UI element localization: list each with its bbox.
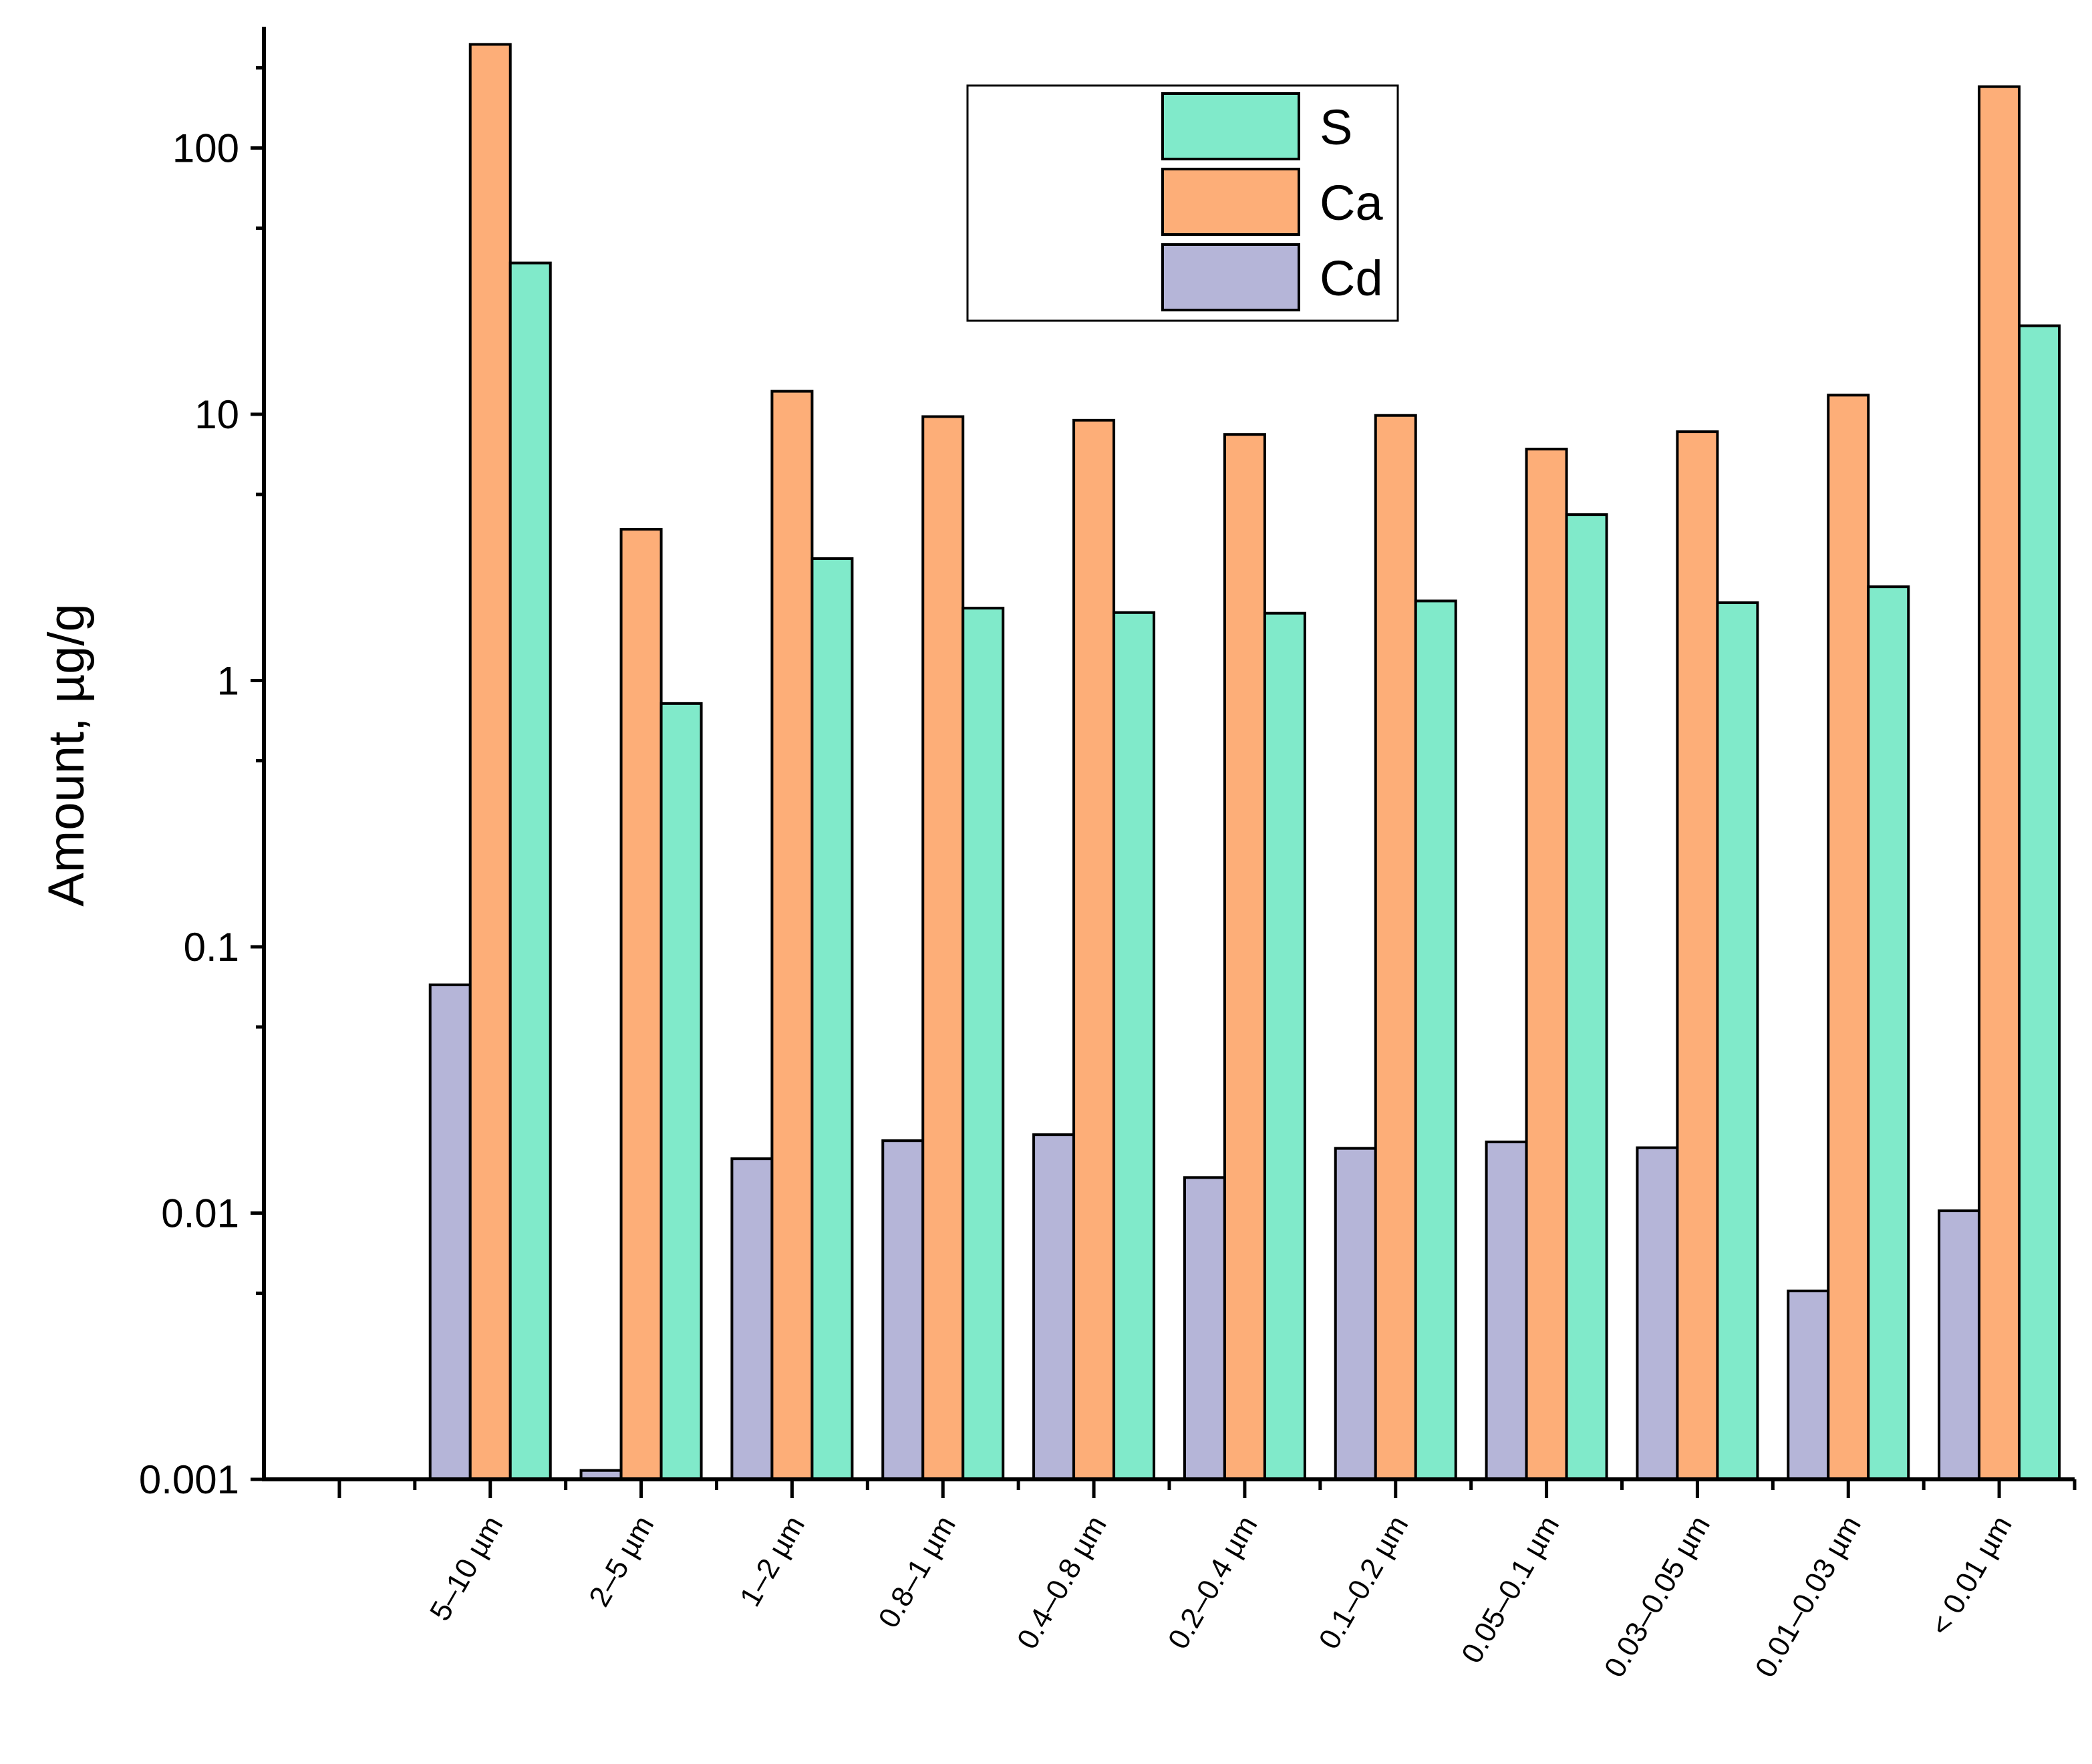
bar-cd — [1485, 1141, 1528, 1481]
bar-s — [1716, 601, 1759, 1481]
x-tick-label: 0.4–0.8 µm — [1011, 1510, 1113, 1654]
bar-s — [659, 702, 703, 1481]
x-tick-label: 0.2–0.4 µm — [1162, 1510, 1264, 1654]
legend-swatch-s — [1161, 92, 1300, 160]
bar-ca — [619, 528, 663, 1481]
bar-ca — [921, 415, 965, 1481]
bar-cd — [1183, 1176, 1226, 1481]
x-tick-label: 0.1–0.2 µm — [1313, 1510, 1415, 1654]
bar-ca — [770, 390, 814, 1481]
x-tick-label: 1–2 µm — [734, 1510, 811, 1612]
bar-ca — [468, 43, 512, 1481]
legend-swatch-cd — [1161, 243, 1300, 311]
bar-s — [1867, 585, 1910, 1481]
bar-s — [1263, 611, 1306, 1481]
bars-layer — [428, 43, 2061, 1481]
bar-ca — [1827, 394, 1870, 1481]
x-tick-label: < 0.01 µm — [1924, 1510, 2018, 1641]
x-tick-label: 2–5 µm — [583, 1510, 660, 1612]
x-tick-label: 0.01–0.03 µm — [1749, 1510, 1867, 1682]
legend-label-s: S — [1320, 100, 1352, 155]
x-tick-label: 5–10 µm — [424, 1510, 509, 1626]
y-axis-label: Amount, µg/g — [38, 603, 95, 907]
bar-cd — [1938, 1209, 1981, 1481]
bar-ca — [1223, 433, 1266, 1481]
bar-cd — [1334, 1147, 1377, 1481]
bar-s — [961, 607, 1005, 1481]
x-tick-label: 0.8–1 µm — [872, 1510, 962, 1633]
legend: S Ca Cd — [966, 84, 1399, 322]
bar-cd — [1787, 1290, 1830, 1481]
bar-ca — [1676, 430, 1719, 1481]
x-ticks: 5–10 µm 2–5 µm 1–2 µm 0.8–1 µm 0.4–0.8 µm 0.2… — [337, 1479, 2077, 1683]
bar-s — [1414, 599, 1457, 1481]
bar-cd — [1032, 1133, 1076, 1481]
bar-s — [2018, 324, 2061, 1481]
bar-ca — [1374, 414, 1417, 1481]
bar-ca — [1072, 418, 1116, 1481]
bar-cd — [730, 1157, 774, 1481]
y-tick-label: 0.001 — [139, 1457, 239, 1502]
bar-ca — [1978, 85, 2021, 1481]
legend-swatch-ca — [1161, 168, 1300, 236]
y-tick-label: 100 — [172, 126, 239, 171]
bar-s — [810, 557, 854, 1481]
legend-label-ca: Ca — [1320, 175, 1383, 231]
legend-label-cd: Cd — [1320, 251, 1383, 306]
x-tick-label: 0.05–0.1 µm — [1455, 1510, 1565, 1668]
bar-cd — [428, 983, 472, 1481]
x-tick-label: 0.03–0.05 µm — [1598, 1510, 1716, 1682]
bar-s — [1112, 611, 1156, 1481]
y-tick-label: 0.01 — [161, 1191, 239, 1236]
bar-s — [1565, 513, 1608, 1481]
y-ticks: 0.001 0.01 0.1 1 10 100 — [139, 66, 264, 1502]
bar-ca — [1525, 448, 1568, 1481]
y-tick-label: 1 — [217, 659, 239, 704]
y-tick-label: 10 — [194, 392, 239, 437]
bar-cd — [881, 1139, 925, 1481]
bar-cd — [1636, 1146, 1679, 1481]
bar-s — [508, 261, 552, 1481]
y-tick-label: 0.1 — [184, 925, 239, 970]
